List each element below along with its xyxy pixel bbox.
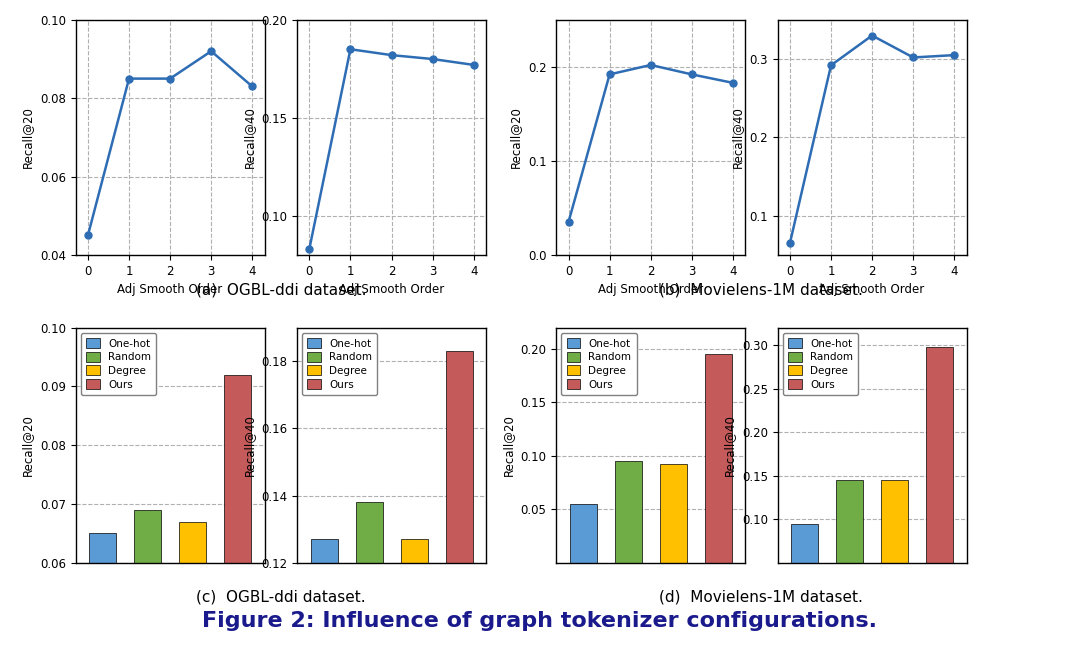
Bar (927, 347, 954, 606)
X-axis label: Adj Smooth Order: Adj Smooth Order (820, 283, 924, 296)
Legend: One-hot, Random, Degree, Ours: One-hot, Random, Degree, Ours (81, 333, 157, 395)
Legend: One-hot, Random, Degree, Ours: One-hot, Random, Degree, Ours (783, 333, 859, 395)
Y-axis label: Recall@20: Recall@20 (510, 107, 523, 168)
Y-axis label: Recall@20: Recall@20 (22, 107, 35, 168)
Bar (225, 375, 252, 662)
Text: (b)  Movielens-1M dataset.: (b) Movielens-1M dataset. (660, 282, 863, 297)
Y-axis label: Recall@40: Recall@40 (243, 107, 256, 168)
Bar (570, 504, 597, 563)
Bar (660, 465, 687, 563)
X-axis label: Adj Smooth Order: Adj Smooth Order (118, 283, 222, 296)
Y-axis label: Recall@20: Recall@20 (22, 414, 35, 476)
Bar (355, 502, 382, 662)
Y-axis label: Recall@40: Recall@40 (731, 107, 744, 168)
Bar (90, 534, 117, 662)
X-axis label: Adj Smooth Order: Adj Smooth Order (339, 283, 444, 296)
Bar (836, 480, 863, 606)
Bar (615, 461, 642, 563)
Text: (a)  OGBL-ddi dataset.: (a) OGBL-ddi dataset. (195, 282, 366, 297)
Text: (c)  OGBL-ddi dataset.: (c) OGBL-ddi dataset. (195, 590, 366, 605)
Y-axis label: Recall@40: Recall@40 (724, 414, 737, 476)
Bar (401, 540, 428, 662)
Legend: One-hot, Random, Degree, Ours: One-hot, Random, Degree, Ours (302, 333, 378, 395)
X-axis label: Adj Smooth Order: Adj Smooth Order (598, 283, 703, 296)
Bar (881, 480, 908, 606)
Y-axis label: Recall@40: Recall@40 (243, 414, 256, 476)
Bar (134, 510, 161, 662)
Bar (791, 524, 819, 606)
Y-axis label: Recall@20: Recall@20 (502, 414, 515, 476)
Text: Figure 2: Influence of graph tokenizer configurations.: Figure 2: Influence of graph tokenizer c… (203, 610, 877, 631)
Text: (d)  Movielens-1M dataset.: (d) Movielens-1M dataset. (660, 590, 863, 605)
Bar (704, 354, 732, 563)
Legend: One-hot, Random, Degree, Ours: One-hot, Random, Degree, Ours (562, 333, 637, 395)
Bar (311, 540, 337, 662)
Bar (179, 522, 206, 662)
Bar (446, 352, 473, 662)
